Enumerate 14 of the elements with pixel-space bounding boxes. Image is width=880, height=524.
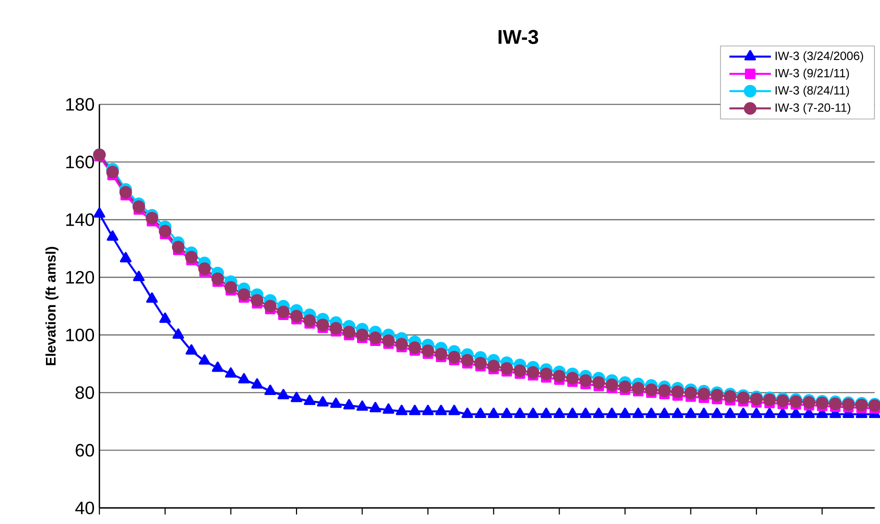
y-tick-label: 180 [66, 98, 94, 111]
y-tick-label: 60 [76, 444, 94, 457]
legend-label: IW-3 (3/24/2006) [776, 51, 864, 63]
chart-title: IW-3 [498, 30, 538, 44]
y-tick-label: 160 [66, 156, 94, 169]
y-tick-label: 40 [75, 502, 94, 514]
y-tick-label: 120 [66, 271, 94, 284]
legend-label: IW-3 (8/24/11) [776, 86, 849, 98]
y-tick-label: 140 [66, 214, 94, 226]
y-tick-label: 80 [76, 386, 94, 400]
y-axis-title: Elevation (ft amsl) [45, 247, 58, 366]
legend-label: IW-3 (7-20-11) [776, 103, 850, 114]
y-tick-label: 100 [66, 328, 94, 342]
legend-label: IW-3 (9/21/11) [776, 68, 849, 80]
